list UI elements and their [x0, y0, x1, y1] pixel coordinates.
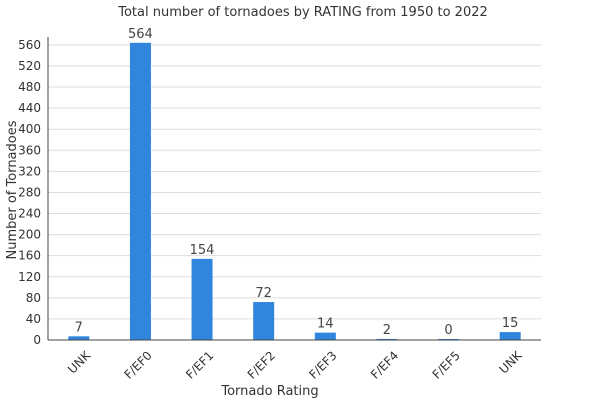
bar [314, 332, 336, 340]
y-tick-label: 360 [18, 143, 41, 157]
x-tick-label: UNK [65, 348, 94, 377]
y-tick-label: 280 [18, 185, 41, 199]
x-tick-labels: UNK F/EF0 F/EF1 F/EF2 F/EF3 F/EF4 F/EF5 UNK [65, 348, 525, 382]
x-tick-label: F/EF0 [121, 348, 154, 381]
bar [191, 258, 213, 340]
x-tick-label: F/EF4 [368, 348, 401, 381]
bar [499, 332, 521, 340]
x-tick-label: F/EF2 [245, 348, 278, 381]
y-tick-label: 120 [18, 270, 41, 284]
data-label: 154 [190, 243, 215, 258]
y-tick-label: 320 [18, 164, 41, 178]
data-label: 14 [317, 317, 334, 332]
gridlines [48, 44, 541, 320]
y-tick-label: 520 [18, 59, 41, 73]
y-tick-label: 240 [18, 207, 41, 221]
y-tick-label: 40 [26, 312, 41, 326]
y-tick-label: 480 [18, 80, 41, 94]
bar [129, 42, 151, 341]
data-label: 72 [255, 286, 272, 301]
data-label: 7 [75, 320, 83, 335]
bar [68, 336, 90, 340]
y-axis-label: Number of Tornadoes [5, 120, 20, 259]
x-axis-label: Tornado Rating [220, 384, 318, 399]
y-tick-label: 560 [18, 38, 41, 52]
data-label: 0 [444, 323, 452, 338]
x-tick-label: UNK [496, 348, 525, 377]
y-tick-label: 80 [26, 291, 41, 305]
bar [253, 302, 275, 340]
y-tick-label: 160 [18, 249, 41, 263]
data-label: 2 [383, 323, 391, 338]
bar [376, 338, 398, 340]
chart-title: Total number of tornadoes by RATING from… [117, 5, 488, 20]
bars [68, 42, 521, 341]
data-label: 15 [502, 316, 519, 331]
data-label: 564 [128, 27, 153, 42]
x-tick-label: F/EF1 [183, 348, 216, 381]
x-tick-label: F/EF3 [306, 348, 339, 381]
y-tick-label: 400 [18, 122, 41, 136]
x-tick-label: F/EF5 [430, 348, 463, 381]
y-tick-label: 0 [33, 333, 41, 347]
data-labels: 7 564 154 72 14 2 0 15 [75, 27, 519, 338]
y-tick-labels: 0 40 80 120 160 200 240 280 320 360 400 440 480 520 56… [18, 38, 41, 347]
y-tick-label: 200 [18, 228, 41, 242]
y-tick-label: 440 [18, 101, 41, 115]
